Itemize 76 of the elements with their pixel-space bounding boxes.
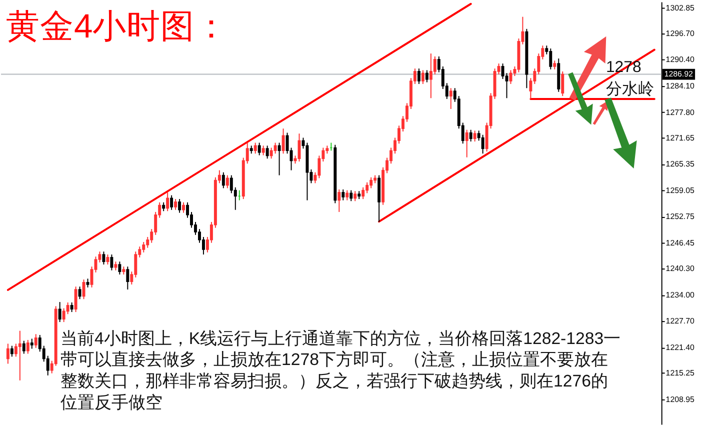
candlestick <box>362 186 365 200</box>
candlestick <box>449 88 452 110</box>
candlestick <box>6 343 10 364</box>
chart-title: 黄金4小时图： <box>6 8 229 46</box>
candlestick <box>254 142 257 154</box>
candlestick <box>34 334 38 348</box>
candlestick <box>378 174 381 222</box>
y-tick-label: 1246.45 <box>666 238 696 248</box>
annotation: 当前4小时图上，K线运行与上行通道靠下的方位，当价格回落1282-1283一带可以直接去做多，止损放在1278下方即可。（注意，止损位置不要放在整数关口，那样非常容易扫损。）反之，若强行下破趋势线，则在1276的位置反手做空 <box>60 328 621 412</box>
candlestick <box>134 251 138 278</box>
y-tick-label: 1284.10 <box>666 82 696 91</box>
candlestick <box>62 308 66 323</box>
y-tick-label: 1215.25 <box>666 368 696 378</box>
candlestick <box>350 190 353 202</box>
y-tick-label: 1259.05 <box>666 186 696 195</box>
candlestick <box>230 174 233 194</box>
candlestick <box>58 302 62 323</box>
y-tick-label: 1221.40 <box>666 342 696 352</box>
candlestick <box>142 241 146 253</box>
candlestick <box>342 188 345 201</box>
y-tick-label: 1252.75 <box>666 212 696 222</box>
y-tick-label: 1208.95 <box>666 394 696 404</box>
candlestick <box>22 340 26 354</box>
candlestick <box>258 142 261 156</box>
candlestick <box>338 188 341 212</box>
candlestick <box>366 182 369 194</box>
candlestick <box>118 261 122 275</box>
candlestick <box>469 129 472 142</box>
candlestick <box>473 130 476 142</box>
candlestick <box>10 345 14 358</box>
y-tick-label: 1265.35 <box>666 160 696 169</box>
candlestick <box>174 198 178 210</box>
candlestick <box>18 330 22 381</box>
candlestick <box>170 194 174 210</box>
candlestick <box>74 286 78 313</box>
candlestick <box>561 70 564 97</box>
y-tick-label: 1302.85 <box>666 3 696 12</box>
candlestick <box>421 70 424 84</box>
candlestick <box>354 190 357 202</box>
candlestick <box>274 142 277 154</box>
candlestick <box>26 339 30 354</box>
candlestick <box>465 129 468 158</box>
candlestick <box>182 202 186 214</box>
candlestick <box>106 254 110 265</box>
y-tick-label: 1277.80 <box>666 108 696 117</box>
y-tick-label: 1227.70 <box>666 316 696 326</box>
candlestick <box>270 147 273 160</box>
candlestick <box>417 68 420 84</box>
y-tick-label: 1240.30 <box>666 264 696 274</box>
candlestick <box>481 134 484 154</box>
y-tick-label: 1234.00 <box>666 290 696 300</box>
candlestick <box>266 145 269 160</box>
candlestick <box>30 338 34 350</box>
candlestick <box>178 198 182 214</box>
candlestick <box>14 343 18 358</box>
candlestick <box>429 53 432 99</box>
candlestick <box>166 192 170 212</box>
y-tick-label: 1290.40 <box>666 55 696 64</box>
candlestick <box>126 266 130 290</box>
candlestick <box>262 145 265 156</box>
y-tick-label: 1296.70 <box>666 28 696 38</box>
candlestick <box>549 48 552 70</box>
candlestick <box>278 142 281 176</box>
candlestick <box>222 172 225 189</box>
candlestick <box>78 286 82 300</box>
candlestick <box>110 254 114 271</box>
candlestick <box>102 251 106 265</box>
candlestick <box>509 70 512 84</box>
candlestick <box>226 174 229 189</box>
candlestick <box>425 70 428 83</box>
candlestick <box>282 128 285 154</box>
candlestick <box>70 302 74 313</box>
ref-line-label: 1286.92 <box>664 69 693 78</box>
y-tick-label: 1271.65 <box>666 133 696 142</box>
candlestick <box>346 190 349 201</box>
candlestick <box>370 176 373 189</box>
